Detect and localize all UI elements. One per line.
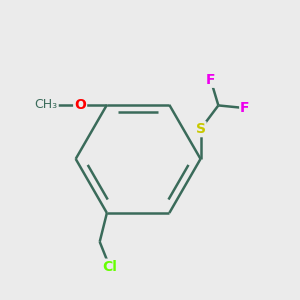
Text: Cl: Cl [102, 260, 117, 274]
Text: S: S [196, 122, 206, 136]
Text: CH₃: CH₃ [35, 98, 58, 111]
Text: F: F [206, 73, 215, 87]
Text: F: F [240, 101, 250, 115]
Text: O: O [74, 98, 86, 112]
